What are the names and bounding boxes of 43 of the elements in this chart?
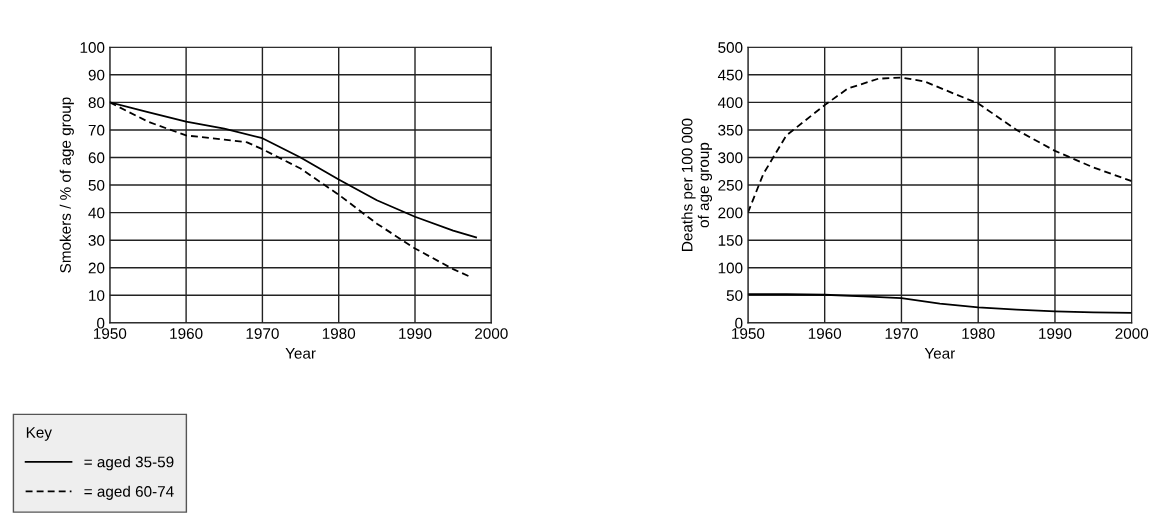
x-tick-label: 1990 [399,328,432,339]
y-tick-label: 250 [718,179,743,191]
legend-label: = aged 60-74 [84,485,174,500]
x-tick-label: 2000 [1115,328,1149,339]
x-tick-label: 1960 [808,328,842,339]
y-tick-label: 20 [88,262,105,274]
y-axis-title: Smokers / % of age group [59,97,74,273]
y-tick-label: 300 [718,152,743,164]
legend-label: = aged 35-59 [84,456,174,471]
y-tick-label: 500 [718,42,743,53]
x-tick-label: 1990 [1039,328,1072,339]
y-tick-label: 450 [717,69,743,81]
y-tick-label: 30 [88,235,105,246]
y-tick-label: 0 [97,317,105,329]
y-tick-label: 200 [718,207,743,219]
x-tick-label: 1950 [732,328,765,339]
y-tick-label: 90 [88,69,105,81]
y-tick-label: 150 [718,235,743,246]
x-tick-label: 1980 [322,328,356,339]
y-tick-label: 50 [726,290,743,301]
y-tick-label: 80 [88,97,105,109]
legend-title: Key [26,427,52,441]
y-tick-label: 70 [88,124,105,136]
x-tick-label: 1970 [246,328,279,339]
x-tick-label: 2000 [475,328,508,339]
y-tick-label: 10 [89,290,105,301]
y-tick-label: 350 [718,124,743,136]
x-tick-label: 1960 [170,328,203,339]
y-tick-label: 400 [717,97,743,109]
x-tick-label: 1950 [93,328,127,339]
line-series [747,76,1132,214]
y-axis-title: Deaths per 100 000 of age group [681,118,713,251]
y-tick-label: 50 [88,179,105,191]
y-tick-label: 0 [735,317,743,329]
x-axis-title: Year [285,348,316,359]
x-tick-label: 1970 [885,328,918,339]
y-tick-label: 100 [80,42,105,53]
line-series [747,293,1132,314]
y-tick-label: 60 [88,152,105,164]
y-tick-label: 40 [88,207,105,219]
x-axis-title: Year [924,348,956,359]
x-tick-label: 1980 [962,328,995,339]
y-tick-label: 100 [718,262,743,274]
